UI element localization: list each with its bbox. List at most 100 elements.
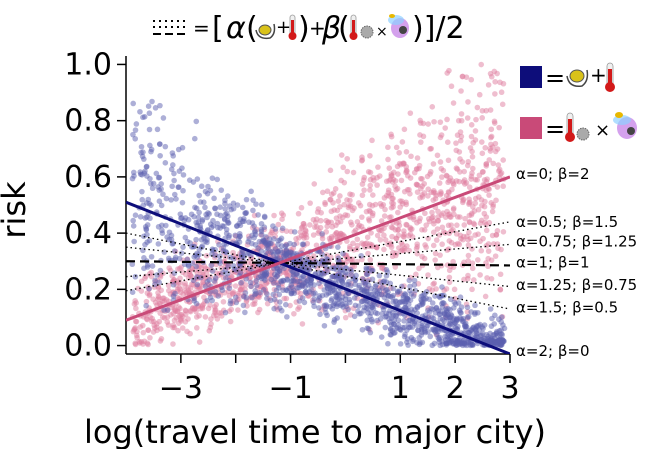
scatter-point bbox=[315, 297, 322, 304]
scatter-point bbox=[319, 251, 325, 258]
scatter-point bbox=[401, 318, 407, 324]
scatter-point bbox=[367, 182, 374, 189]
scatter-point bbox=[241, 294, 247, 300]
scatter-point bbox=[328, 208, 335, 215]
scatter-point bbox=[141, 338, 148, 345]
scatter-point bbox=[344, 168, 351, 175]
scatter-point bbox=[485, 255, 491, 262]
scatter-point bbox=[470, 139, 477, 146]
scatter-point bbox=[350, 240, 356, 247]
scatter-point bbox=[414, 250, 421, 257]
scatter-point bbox=[451, 305, 457, 311]
scatter-point bbox=[385, 293, 392, 299]
scatter-point bbox=[473, 116, 479, 123]
scatter-point bbox=[193, 205, 200, 212]
scatter-point bbox=[416, 341, 423, 348]
scatter-point bbox=[304, 256, 310, 262]
scatter-point bbox=[382, 206, 388, 213]
scatter-point bbox=[483, 227, 490, 234]
scatter-point bbox=[183, 308, 189, 314]
scatter-point bbox=[498, 327, 504, 333]
scatter-point bbox=[319, 231, 325, 237]
scatter-point bbox=[138, 143, 145, 150]
scatter-point bbox=[365, 169, 372, 175]
scatter-point bbox=[446, 230, 453, 237]
scatter-point bbox=[258, 275, 265, 282]
scatter-point bbox=[400, 233, 407, 239]
scatter-point bbox=[454, 222, 460, 228]
scatter-point bbox=[329, 223, 336, 230]
scatter-point bbox=[156, 198, 163, 205]
scatter-point bbox=[164, 234, 170, 240]
scatter-point bbox=[333, 294, 340, 301]
scatter-point bbox=[214, 316, 221, 322]
scatter-point bbox=[457, 129, 464, 135]
scatter-point bbox=[138, 288, 145, 294]
scatter-point bbox=[487, 107, 494, 113]
scatter-point bbox=[283, 301, 289, 308]
scatter-point bbox=[360, 308, 367, 314]
scatter-point bbox=[356, 222, 363, 229]
scatter-point bbox=[209, 175, 216, 181]
scatter-point bbox=[310, 299, 317, 306]
scatter-point bbox=[146, 237, 153, 244]
scatter-point bbox=[250, 197, 256, 203]
scatter-point bbox=[204, 239, 210, 246]
scatter-point bbox=[399, 139, 406, 145]
scatter-point bbox=[337, 193, 343, 199]
legend-entry-pink: = × bbox=[520, 112, 637, 143]
scatter-point bbox=[495, 162, 502, 168]
scatter-point bbox=[163, 222, 169, 229]
scatter-point bbox=[490, 160, 497, 167]
scatter-point bbox=[439, 292, 446, 299]
scatter-point bbox=[272, 246, 279, 252]
scatter-point bbox=[150, 180, 157, 187]
scatter-point bbox=[368, 230, 374, 236]
scatter-point bbox=[462, 181, 468, 187]
scatter-point bbox=[471, 221, 478, 228]
scatter-point bbox=[193, 236, 199, 243]
scatter-point bbox=[477, 272, 483, 278]
scatter-point bbox=[442, 125, 448, 131]
scatter-point bbox=[476, 91, 483, 98]
scatter-point bbox=[291, 229, 298, 235]
scatter-point bbox=[337, 204, 343, 210]
scatter-point bbox=[421, 190, 428, 196]
scatter-point bbox=[491, 321, 497, 327]
scatter-point bbox=[419, 301, 426, 307]
scatter-point bbox=[405, 321, 412, 328]
scatter-point bbox=[358, 252, 364, 259]
scatter-point bbox=[413, 271, 419, 278]
scatter-point bbox=[147, 175, 153, 182]
scatter-point bbox=[448, 83, 455, 90]
scatter-point bbox=[465, 236, 471, 243]
scatter-point bbox=[212, 306, 219, 313]
scatter-point bbox=[338, 278, 345, 284]
scatter-point bbox=[383, 272, 390, 279]
scatter-point bbox=[165, 282, 172, 289]
scatter-point bbox=[137, 108, 143, 115]
scatter-point bbox=[185, 262, 192, 268]
scatter-point bbox=[143, 298, 150, 305]
scatter-point bbox=[299, 282, 306, 288]
scatter-point bbox=[239, 204, 246, 211]
scatter-point bbox=[190, 179, 197, 185]
scatter-point bbox=[217, 225, 223, 231]
scatter-point bbox=[452, 320, 458, 326]
scatter-point bbox=[429, 104, 436, 110]
scatter-point bbox=[276, 305, 283, 311]
scatter-point bbox=[461, 276, 467, 283]
scatter-point bbox=[496, 124, 502, 131]
title-alpha: α bbox=[226, 11, 246, 46]
scatter-point bbox=[416, 218, 423, 224]
scatter-point bbox=[347, 191, 353, 198]
scatter-point bbox=[430, 281, 436, 287]
legend: = + = × bbox=[520, 62, 637, 143]
scatter-point bbox=[280, 277, 286, 284]
scatter-point bbox=[480, 168, 486, 175]
scatter-point bbox=[378, 218, 385, 224]
title-beta: β bbox=[321, 11, 341, 46]
scatter-point bbox=[333, 215, 340, 221]
scatter-point bbox=[483, 242, 490, 249]
scatter-point bbox=[378, 334, 385, 340]
